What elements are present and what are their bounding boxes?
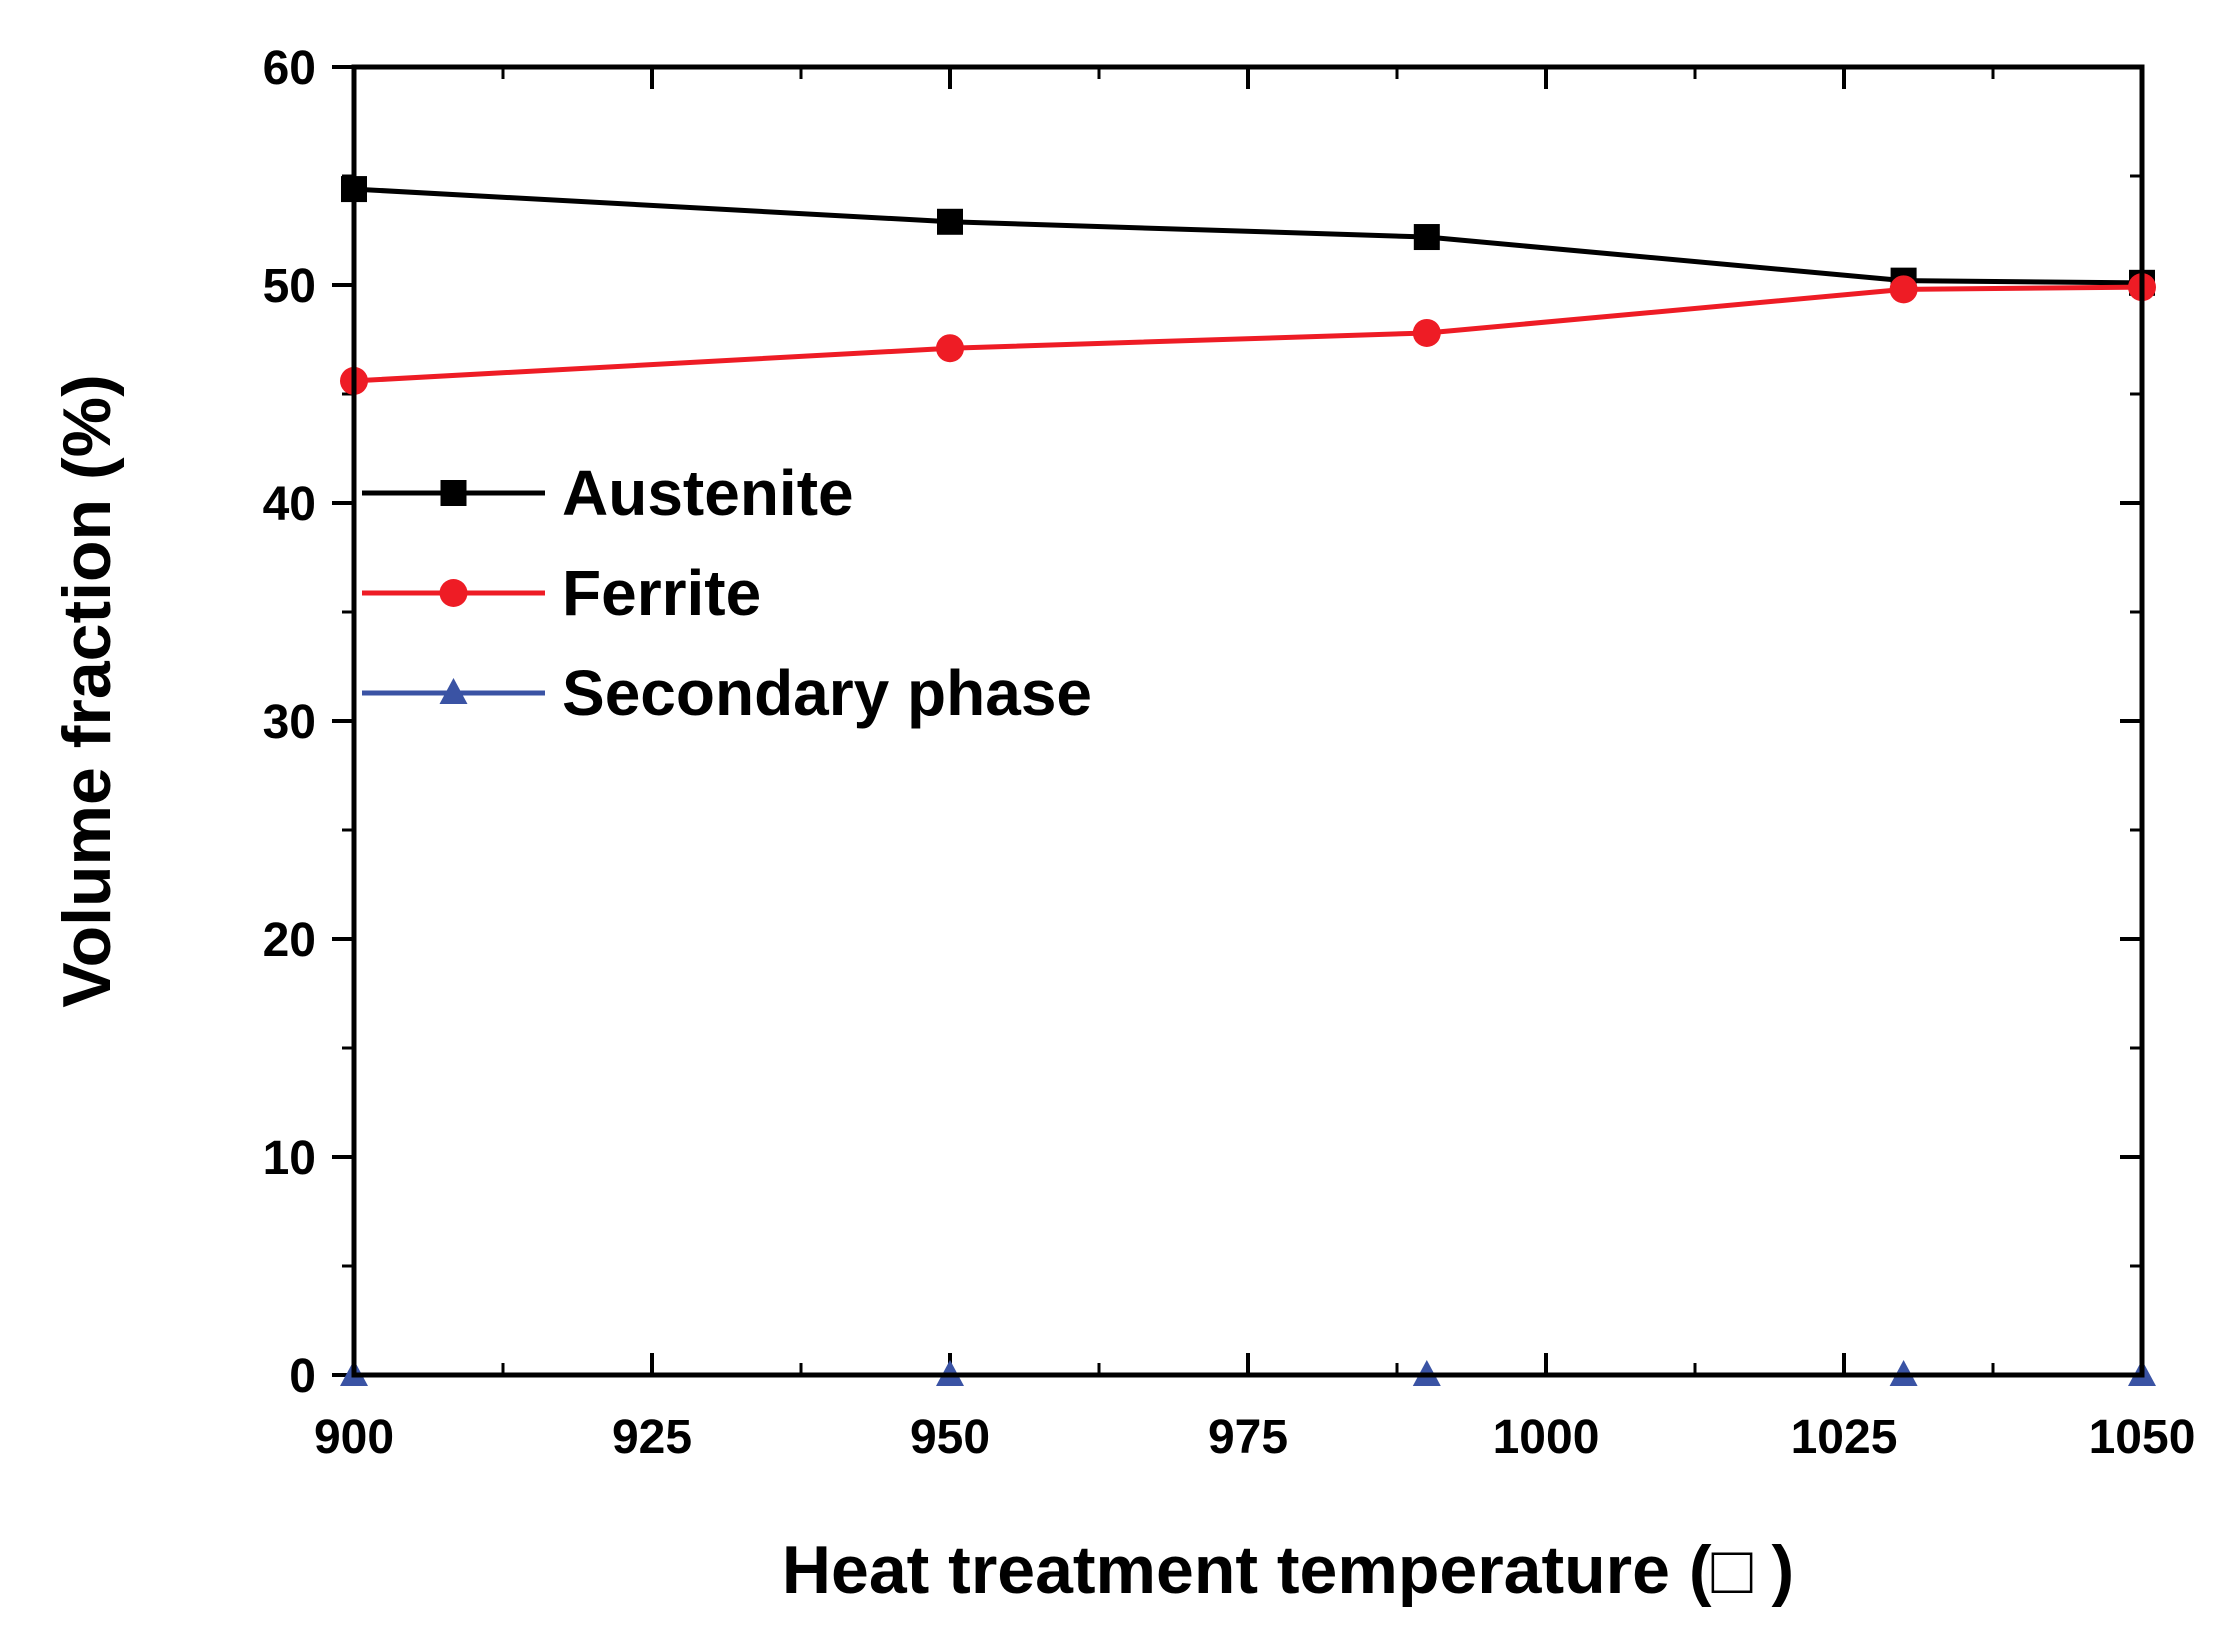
legend-label-austenite: Austenite — [562, 457, 854, 529]
x-tick-label: 1000 — [1493, 1411, 1600, 1464]
y-tick-label: 40 — [263, 478, 316, 531]
x-tick-label: 1050 — [2089, 1411, 2196, 1464]
x-tick-label: 1025 — [1791, 1411, 1898, 1464]
series-lines — [353, 186, 2143, 1378]
y-tick-label: 50 — [263, 260, 316, 313]
series-line-ferrite — [353, 284, 2143, 384]
data-point-ferrite — [1889, 275, 1918, 304]
y-axis-title: Volume fraction (%) — [49, 374, 125, 1007]
data-point-austenite — [1413, 224, 1440, 251]
data-point-ferrite — [1412, 318, 1441, 347]
y-tick-label: 10 — [263, 1132, 316, 1185]
x-axis-title: Heat treatment temperature (□ ) — [782, 1532, 1794, 1608]
data-point-ferrite — [936, 334, 964, 363]
legend-marker-secondary-phase — [439, 678, 468, 704]
y-tick-label: 0 — [289, 1350, 316, 1403]
legend-label-ferrite: Ferrite — [562, 557, 761, 629]
series-line-austenite — [353, 186, 2143, 286]
x-tick-label: 900 — [314, 1411, 394, 1464]
legend: Austenite Ferrite Secondary phase — [362, 457, 1092, 729]
x-tick-label: 975 — [1208, 1411, 1288, 1464]
data-point-austenite — [937, 208, 963, 235]
series-markers — [340, 176, 2156, 1386]
x-tick-label: 925 — [612, 1411, 692, 1464]
y-tick-label: 60 — [263, 42, 316, 95]
legend-marker-austenite — [440, 480, 467, 506]
plot-frame — [351, 64, 2145, 1378]
x-tick-label: 950 — [910, 1411, 990, 1464]
tick-labels: 900 925 950 975 1000 1025 1050 0 10 20 30 40 50 60 — [263, 42, 2196, 1464]
legend-label-secondary-phase: Secondary phase — [562, 657, 1092, 729]
y-tick-label: 30 — [263, 696, 316, 749]
legend-marker-ferrite — [439, 579, 468, 607]
y-tick-label: 20 — [263, 914, 316, 967]
